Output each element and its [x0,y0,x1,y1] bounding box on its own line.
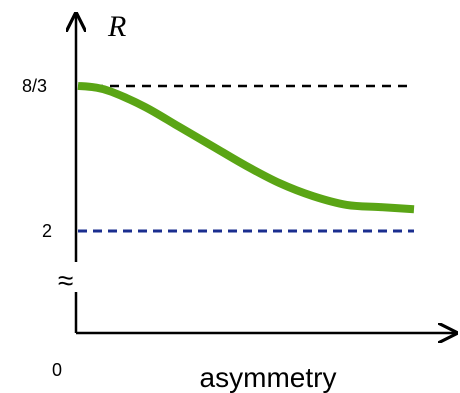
y-tick-label-8-3: 8/3 [22,76,47,96]
y-tick-label-2: 2 [42,221,52,241]
x-axis-title: asymmetry [200,362,337,393]
series-line [77,81,415,214]
axis-break-icon: ≈ [58,265,73,296]
axis-break-background [60,262,94,292]
y-tick-label-0: 0 [52,360,62,380]
y-axis-title: R [107,10,126,43]
